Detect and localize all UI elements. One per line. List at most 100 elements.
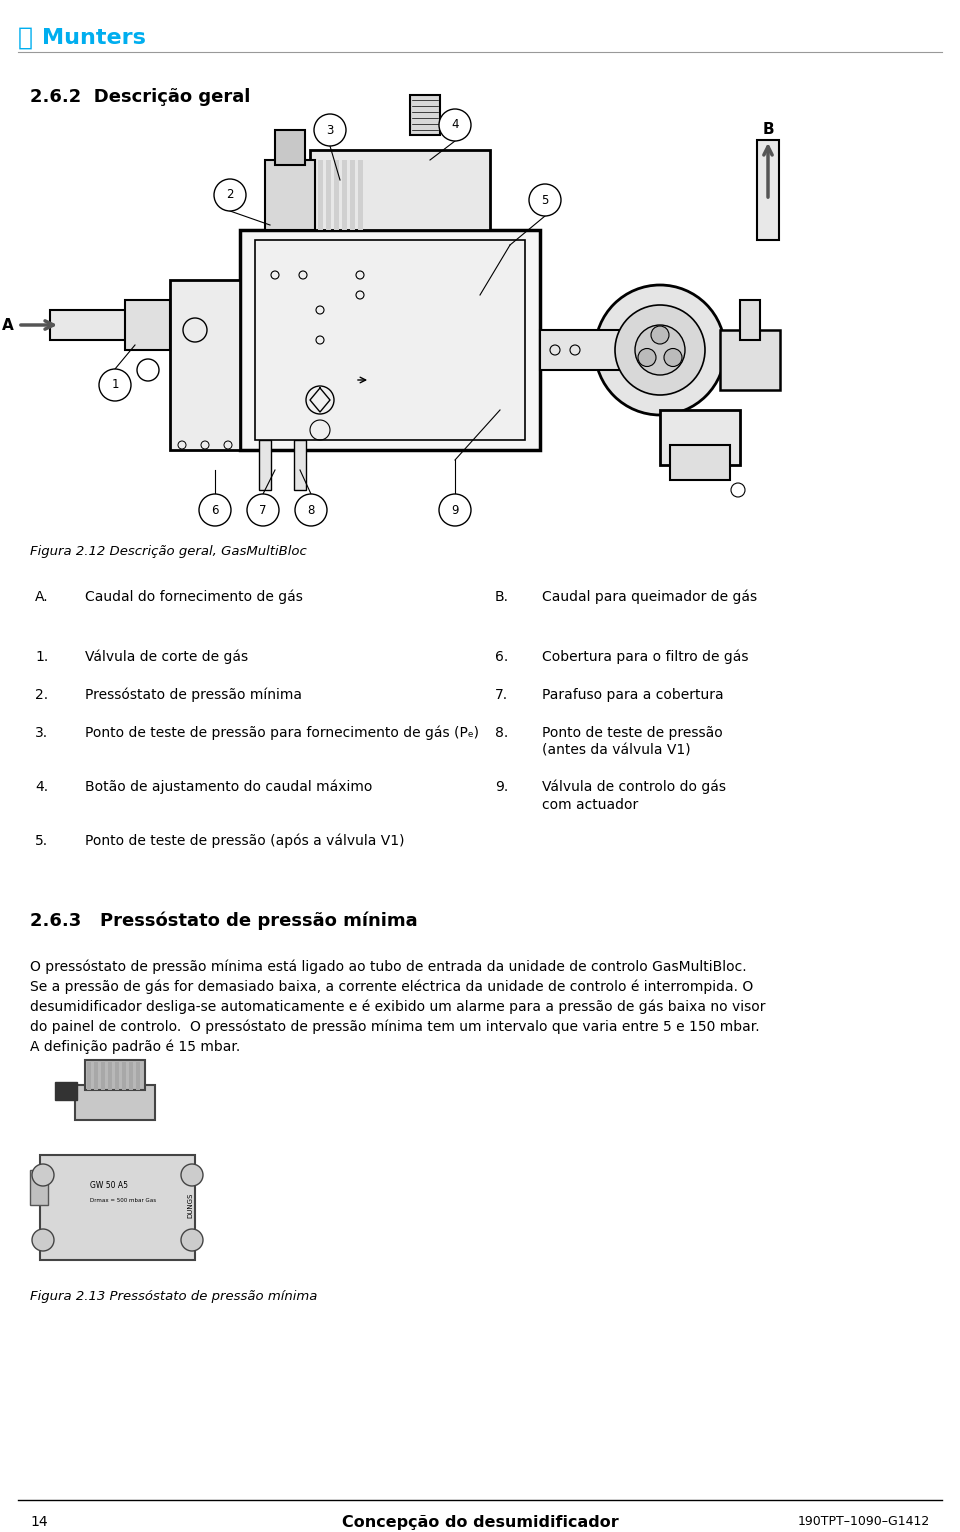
Circle shape	[439, 109, 471, 141]
Text: GW 50 A5: GW 50 A5	[90, 1181, 128, 1189]
Text: 7.: 7.	[495, 688, 508, 702]
Text: Figura 2.13 Pressóstato de pressão mínima: Figura 2.13 Pressóstato de pressão mínim…	[30, 1290, 318, 1304]
Text: (antes da válvula V1): (antes da válvula V1)	[542, 745, 690, 758]
Text: 3: 3	[326, 124, 334, 136]
Text: 2.6.2  Descrição geral: 2.6.2 Descrição geral	[30, 87, 251, 106]
Text: A: A	[2, 317, 13, 332]
Text: Ponto de teste de pressão (após a válvula V1): Ponto de teste de pressão (após a válvul…	[85, 833, 404, 849]
Bar	[757, 139, 779, 241]
Circle shape	[181, 1164, 203, 1186]
Text: O pressóstato de pressão mínima está ligado ao tubo de entrada da unidade de con: O pressóstato de pressão mínima está lig…	[30, 961, 747, 974]
Circle shape	[247, 493, 279, 525]
Text: 190TPT–1090–G1412: 190TPT–1090–G1412	[798, 1515, 930, 1527]
Circle shape	[32, 1164, 54, 1186]
Text: 5: 5	[541, 193, 549, 207]
Text: Drmax = 500 mbar Gas: Drmax = 500 mbar Gas	[90, 1198, 156, 1203]
Text: Válvula de corte de gás: Válvula de corte de gás	[85, 650, 248, 665]
Circle shape	[529, 184, 561, 216]
Text: Concepção do desumidificador: Concepção do desumidificador	[342, 1515, 618, 1530]
Bar	[350, 159, 355, 230]
Text: 1.: 1.	[35, 650, 48, 663]
Circle shape	[615, 305, 705, 395]
Text: B.: B.	[495, 590, 509, 604]
Text: 9.: 9.	[495, 780, 508, 794]
Bar	[115, 1062, 119, 1089]
Circle shape	[314, 113, 346, 146]
Bar	[240, 230, 540, 450]
Bar	[108, 1062, 112, 1089]
Bar	[50, 309, 170, 340]
Circle shape	[199, 493, 231, 525]
Bar	[410, 95, 440, 135]
Text: com actuador: com actuador	[542, 798, 638, 812]
Circle shape	[638, 348, 656, 366]
Circle shape	[181, 1229, 203, 1252]
Text: 2.: 2.	[35, 688, 48, 702]
Text: Ponto de teste de pressão para fornecimento de gás (Pₑ): Ponto de teste de pressão para fornecime…	[85, 726, 479, 740]
Bar	[87, 1062, 91, 1089]
Text: desumidificador desliga-se automaticamente e é exibido um alarme para a pressão : desumidificador desliga-se automaticamen…	[30, 1000, 765, 1014]
Bar	[326, 159, 331, 230]
Bar	[136, 1062, 140, 1089]
Bar	[310, 159, 315, 230]
Bar	[40, 1155, 195, 1259]
Bar	[660, 411, 740, 466]
Circle shape	[32, 1229, 54, 1252]
Bar	[259, 440, 271, 490]
Circle shape	[664, 348, 682, 366]
Text: DUNGS: DUNGS	[187, 1192, 193, 1218]
Bar	[75, 1085, 155, 1120]
Text: Figura 2.12 Descrição geral, GasMultiBloc: Figura 2.12 Descrição geral, GasMultiBlo…	[30, 545, 307, 558]
Bar	[125, 300, 170, 349]
Text: 5.: 5.	[35, 833, 48, 849]
Text: 9: 9	[451, 504, 459, 516]
Text: 14: 14	[30, 1515, 48, 1529]
Bar	[94, 1062, 98, 1089]
Bar	[265, 159, 315, 230]
Bar	[540, 329, 640, 371]
Circle shape	[214, 179, 246, 211]
Text: A.: A.	[35, 590, 49, 604]
Text: do painel de controlo.  O pressóstato de pressão mínima tem um intervalo que var: do painel de controlo. O pressóstato de …	[30, 1020, 759, 1034]
Circle shape	[439, 493, 471, 525]
Circle shape	[595, 285, 725, 415]
Text: Ponto de teste de pressão: Ponto de teste de pressão	[542, 726, 723, 740]
Text: Válvula de controlo do gás: Válvula de controlo do gás	[542, 780, 726, 795]
Circle shape	[99, 369, 131, 401]
Circle shape	[635, 325, 685, 375]
Text: 2: 2	[227, 188, 233, 202]
Text: Botão de ajustamento do caudal máximo: Botão de ajustamento do caudal máximo	[85, 780, 372, 795]
Text: 6.: 6.	[495, 650, 508, 663]
Bar	[740, 300, 760, 340]
Text: Caudal do fornecimento de gás: Caudal do fornecimento de gás	[85, 590, 302, 605]
Bar	[342, 159, 347, 230]
Text: 7: 7	[259, 504, 267, 516]
Bar	[670, 444, 730, 480]
Bar	[55, 1082, 77, 1100]
Bar	[85, 1060, 145, 1089]
Text: 3.: 3.	[35, 726, 48, 740]
Text: Se a pressão de gás for demasiado baixa, a corrente eléctrica da unidade de cont: Se a pressão de gás for demasiado baixa,…	[30, 980, 754, 994]
Bar	[101, 1062, 105, 1089]
Text: 8.: 8.	[495, 726, 508, 740]
Text: 4.: 4.	[35, 780, 48, 794]
Text: B: B	[762, 123, 774, 138]
Text: 1: 1	[111, 378, 119, 392]
Text: Ⓜ: Ⓜ	[18, 26, 33, 51]
Text: Pressóstato de pressão mínima: Pressóstato de pressão mínima	[85, 688, 302, 703]
Bar	[255, 241, 525, 440]
Bar	[318, 159, 323, 230]
Bar	[294, 440, 306, 490]
Bar	[30, 1170, 48, 1206]
Text: Caudal para queimador de gás: Caudal para queimador de gás	[542, 590, 757, 605]
Bar	[310, 150, 490, 230]
Bar	[334, 159, 339, 230]
Bar	[170, 280, 240, 450]
Text: 4: 4	[451, 118, 459, 132]
Text: Parafuso para a cobertura: Parafuso para a cobertura	[542, 688, 724, 702]
Text: Munters: Munters	[42, 28, 146, 47]
Bar	[720, 329, 780, 391]
Circle shape	[295, 493, 327, 525]
Text: 2.6.3   Pressóstato de pressão mínima: 2.6.3 Pressóstato de pressão mínima	[30, 912, 418, 930]
Text: 6: 6	[211, 504, 219, 516]
